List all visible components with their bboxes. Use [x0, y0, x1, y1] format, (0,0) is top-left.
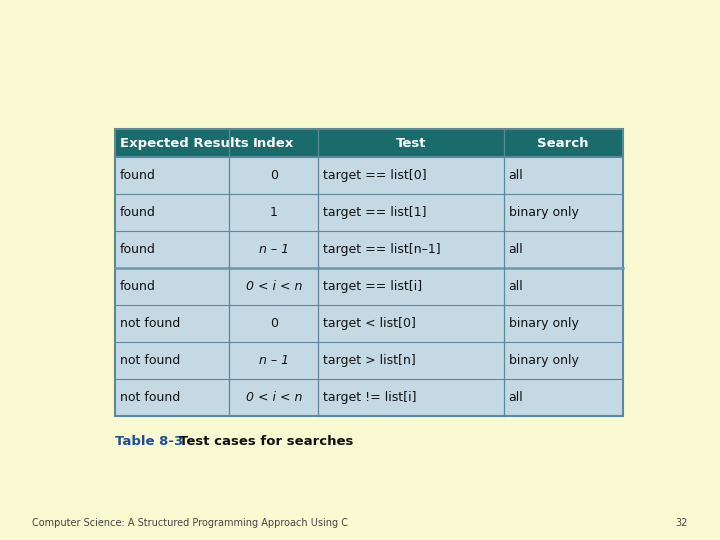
Text: 1: 1 [270, 206, 278, 219]
Text: target == list[n–1]: target == list[n–1] [323, 244, 441, 256]
Text: found: found [120, 170, 156, 183]
FancyBboxPatch shape [115, 194, 623, 231]
Text: all: all [508, 391, 523, 404]
Text: Expected Results: Expected Results [120, 137, 249, 150]
Text: Computer Science: A Structured Programming Approach Using C: Computer Science: A Structured Programmi… [32, 518, 348, 528]
Text: Search: Search [537, 137, 589, 150]
Text: all: all [508, 280, 523, 293]
Text: Table 8-3: Table 8-3 [115, 435, 184, 448]
Text: 0: 0 [270, 317, 278, 330]
FancyBboxPatch shape [115, 129, 623, 157]
FancyBboxPatch shape [115, 305, 623, 342]
Text: not found: not found [120, 391, 181, 404]
FancyBboxPatch shape [115, 157, 623, 194]
Text: binary only: binary only [508, 206, 578, 219]
FancyBboxPatch shape [115, 379, 623, 416]
Text: all: all [508, 170, 523, 183]
Text: Test cases for searches: Test cases for searches [179, 435, 354, 448]
Text: 0 < i < n: 0 < i < n [246, 391, 302, 404]
Text: target == list[i]: target == list[i] [323, 280, 423, 293]
Text: target != list[i]: target != list[i] [323, 391, 417, 404]
Text: Index: Index [253, 137, 294, 150]
Text: n – 1: n – 1 [258, 244, 289, 256]
Text: Test: Test [396, 137, 426, 150]
Text: target < list[0]: target < list[0] [323, 317, 416, 330]
FancyBboxPatch shape [115, 268, 623, 305]
Text: all: all [508, 244, 523, 256]
Text: binary only: binary only [508, 354, 578, 367]
Text: 0: 0 [270, 170, 278, 183]
Text: 0 < i < n: 0 < i < n [246, 280, 302, 293]
Text: target > list[n]: target > list[n] [323, 354, 416, 367]
Text: not found: not found [120, 354, 181, 367]
Text: 32: 32 [675, 518, 688, 528]
Text: found: found [120, 206, 156, 219]
Text: target == list[0]: target == list[0] [323, 170, 427, 183]
Text: found: found [120, 244, 156, 256]
Text: not found: not found [120, 317, 181, 330]
Text: n – 1: n – 1 [258, 354, 289, 367]
Text: target == list[1]: target == list[1] [323, 206, 427, 219]
FancyBboxPatch shape [115, 231, 623, 268]
Text: binary only: binary only [508, 317, 578, 330]
FancyBboxPatch shape [115, 342, 623, 379]
Text: found: found [120, 280, 156, 293]
